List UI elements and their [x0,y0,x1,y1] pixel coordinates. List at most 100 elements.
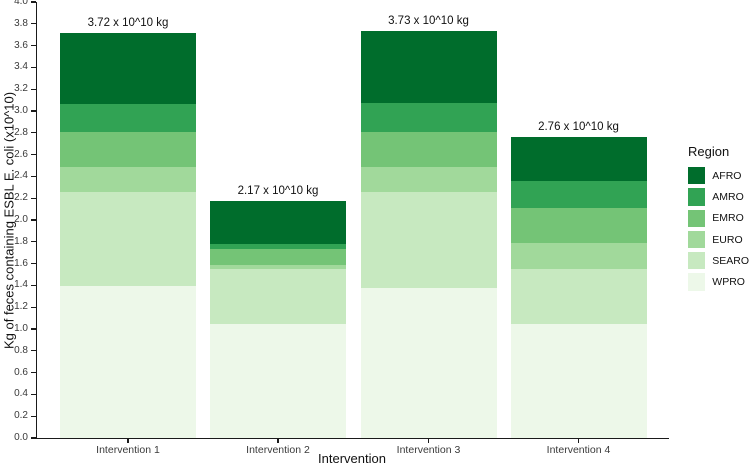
x-tick-label: Intervention 4 [546,444,611,456]
legend-item-label: WPRO [712,276,745,289]
legend-item-label: AFRO [712,169,742,182]
legend-swatch-afro [688,167,706,185]
y-tick-label: 1.2 [14,301,28,313]
bar-segment-emro [60,131,196,167]
y-tick-mark [30,110,36,112]
bar-segment-emro [510,208,647,243]
x-tick-label: Intervention 3 [396,444,461,456]
y-tick-mark [30,371,36,374]
x-tick-mark [577,438,580,443]
bar-segment-wpro [60,286,196,438]
y-tick-label: 2.6 [14,148,28,160]
bar-segment-wpro [360,287,497,438]
legend-item-afro: AFRO [688,167,749,185]
legend-item-label: EMRO [712,212,744,225]
bar-segment-euro [360,166,497,192]
bar-segment-searo [360,191,497,288]
y-tick-mark [30,23,36,25]
y-tick-mark [30,175,36,178]
y-tick-mark [30,1,36,3]
y-tick-label: 2.8 [14,126,28,138]
bar-intervention-1 [60,32,196,438]
y-tick-label: 1.6 [14,257,28,269]
bar-segment-afro [60,32,196,105]
x-tick-label: Intervention 2 [246,444,310,456]
bar-segment-euro [510,242,647,270]
y-tick-label: 0.2 [14,410,28,422]
bar-total-label: 3.72 x 10^10 kg [87,16,169,29]
x-tick-mark [427,438,430,443]
legend-item-euro: EURO [688,230,749,249]
legend-swatch-amro [688,188,706,206]
legend-swatch-emro [688,209,706,227]
bar-total-label: 2.17 x 10^10 kg [237,185,319,198]
bar-total-label: 2.76 x 10^10 kg [538,121,619,134]
y-tick-mark [30,88,36,90]
bar-segment-afro [360,31,497,104]
x-axis-title: Intervention [318,451,386,466]
legend-item-wpro: WPRO [688,273,749,291]
y-tick-label: 3.4 [14,61,28,73]
x-tick-label: Intervention 1 [96,444,160,456]
legend-item-emro: EMRO [688,209,749,227]
legend-item-searo: SEARO [688,252,750,270]
bar-segment-amro [360,103,497,132]
legend-item-amro: AMRO [688,188,749,206]
bar-segment-wpro [510,323,647,438]
y-tick-label: 1.0 [14,323,28,334]
y-tick-mark [30,153,36,156]
y-tick-mark [30,284,36,287]
bar-segment-searo [210,269,346,324]
y-tick-label: 3.0 [14,105,28,116]
y-tick-mark [30,262,36,265]
y-tick-mark [30,393,36,396]
y-tick-label: 2.0 [14,214,28,225]
bar-segment-emro [210,249,346,265]
legend-title: Region [688,144,730,159]
legend-items: AFRO AMRO EMRO EURO SEARO WPRO [688,167,749,291]
y-tick-label: 2.4 [14,170,28,182]
bar-total-label: 3.73 x 10^10 kg [388,15,469,28]
x-tick-mark [127,438,129,443]
y-tick-mark [30,66,36,69]
legend-item-label: SEARO [712,254,750,267]
bar-segment-searo [510,269,647,324]
bar-segment-amro [510,180,647,209]
bar-intervention-2 [210,201,346,438]
y-tick-label: 3.2 [14,83,28,95]
bar-intervention-3 [360,31,497,438]
plot-area: 0.0 0.2 0.4 0.6 0.8 1.0 1.2 1.4 1.6 1.8 2.0 2.2 2.4 2… [14,0,669,456]
bar-segment-afro [210,201,346,244]
bar-segment-euro [60,166,196,192]
bar-segment-emro [360,131,497,167]
y-tick-mark [30,219,36,221]
y-tick-mark [30,197,36,199]
bar-segment-searo [60,191,196,287]
x-tick-mark [277,438,279,443]
y-tick-label: 0.8 [14,344,28,356]
y-tick-label: 0.6 [14,366,28,378]
legend-item-label: AMRO [712,190,744,203]
legend-swatch-wpro [688,273,706,291]
y-tick-mark [30,306,36,308]
y-tick-mark [30,328,36,330]
bar-segment-amro [210,243,346,250]
legend-swatch-euro [688,230,706,249]
bar-segment-euro [210,264,346,270]
bar-segment-wpro [210,323,346,438]
y-tick-label: 1.8 [14,235,28,247]
y-tick-mark [30,415,36,417]
y-tick-label: 1.4 [14,279,28,291]
bar-segment-amro [60,104,196,132]
y-tick-label: 2.2 [14,192,28,204]
y-tick-label: 4.0 [14,0,28,7]
legend: Region AFRO AMRO EMRO EURO SEARO WPRO [688,144,749,295]
y-tick-label: 0.0 [14,432,28,443]
y-tick-mark [30,437,36,439]
y-tick-label: 0.4 [14,388,28,400]
y-tick-mark [30,44,36,47]
bar-segment-afro [510,137,647,181]
y-tick-label: 3.6 [14,39,28,51]
y-tick-mark [30,350,36,352]
legend-swatch-searo [688,252,706,270]
